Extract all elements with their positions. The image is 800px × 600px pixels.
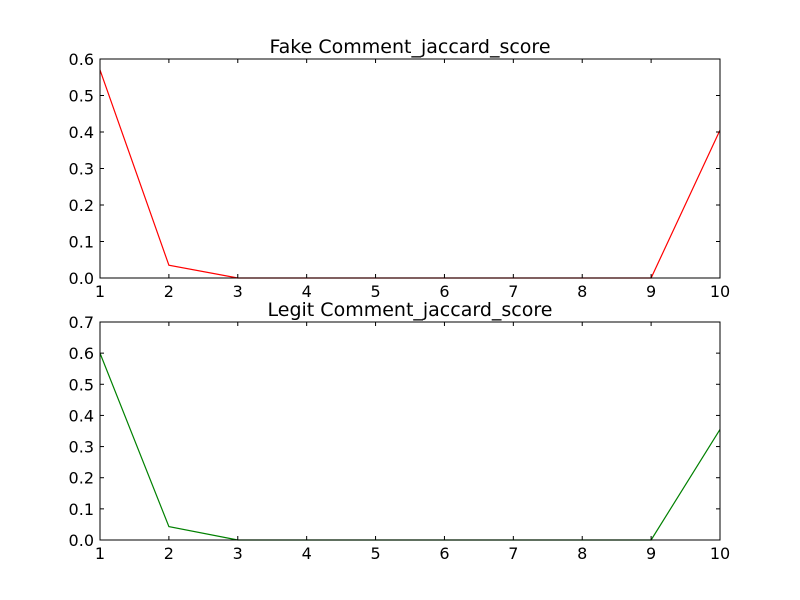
chart-2-x-tick-label: 9	[646, 544, 656, 563]
chart-1-y-tick-label: 0.4	[69, 123, 94, 142]
chart-1-y-tick-label: 0.1	[69, 233, 94, 252]
chart-1-y-tick-label: 0.2	[69, 196, 94, 215]
chart-1-x-tick-label: 2	[164, 282, 174, 301]
chart-2-title: Legit Comment_jaccard_score	[268, 299, 553, 321]
chart-2-series-1-line	[99, 352, 721, 541]
chart-1-x-tick-label: 3	[233, 282, 243, 301]
chart-1-x-tick-label: 1	[95, 282, 105, 301]
chart-1-title: Fake Comment_jaccard_score	[269, 36, 550, 58]
chart-1: Fake Comment_jaccard_score 1 2 3 4 5 6 7 8 9 10 0.0…	[69, 36, 731, 301]
chart-1-x-tick-label: 10	[710, 282, 730, 301]
chart-2-y-tick-label: 0.4	[69, 406, 94, 425]
chart-1-plot-frame	[99, 58, 721, 279]
chart-1-x-tick-label: 9	[646, 282, 656, 301]
chart-2-y-tick-label: 0.0	[69, 531, 94, 550]
chart-2-y-tick-label: 0.5	[69, 375, 94, 394]
chart-2-x-tick-label: 4	[302, 544, 312, 563]
chart-1-y-tick-label: 0.0	[69, 269, 94, 288]
chart-2-y-tick-label: 0.3	[69, 438, 94, 457]
chart-2-x-tick-label: 1	[95, 544, 105, 563]
chart-2-x-tick-label: 2	[164, 544, 174, 563]
chart-1-y-tick-label: 0.5	[69, 87, 94, 106]
chart-2-y-tick-label: 0.2	[69, 469, 94, 488]
chart-2-x-tick-label: 3	[233, 544, 243, 563]
chart-1-y-tick-label: 0.6	[69, 50, 94, 69]
chart-2-x-tick-label: 8	[577, 544, 587, 563]
chart-2-y-tick-label: 0.1	[69, 500, 94, 519]
chart-1-y-tick-label: 0.3	[69, 160, 94, 179]
chart-1-x-tick-label: 4	[302, 282, 312, 301]
chart-2-x-tick-label: 5	[370, 544, 380, 563]
chart-1-x-tick-label: 5	[370, 282, 380, 301]
chart-1-series-1-line	[99, 69, 721, 279]
chart-1-x-tick-label: 8	[577, 282, 587, 301]
chart-2-x-tick-label: 7	[508, 544, 518, 563]
chart-2-x-tick-label: 6	[439, 544, 449, 563]
chart-2-y-tick-label: 0.7	[69, 313, 94, 332]
chart-2: Legit Comment_jaccard_score 1 2 3 4 5 6 7 8 9 10 0.…	[69, 299, 731, 563]
chart-1-x-tick-label: 7	[508, 282, 518, 301]
chart-2-plot-frame	[99, 321, 721, 541]
chart-1-x-tick-label: 6	[439, 282, 449, 301]
chart-2-x-tick-label: 10	[710, 544, 730, 563]
chart-2-y-tick-label: 0.6	[69, 344, 94, 363]
